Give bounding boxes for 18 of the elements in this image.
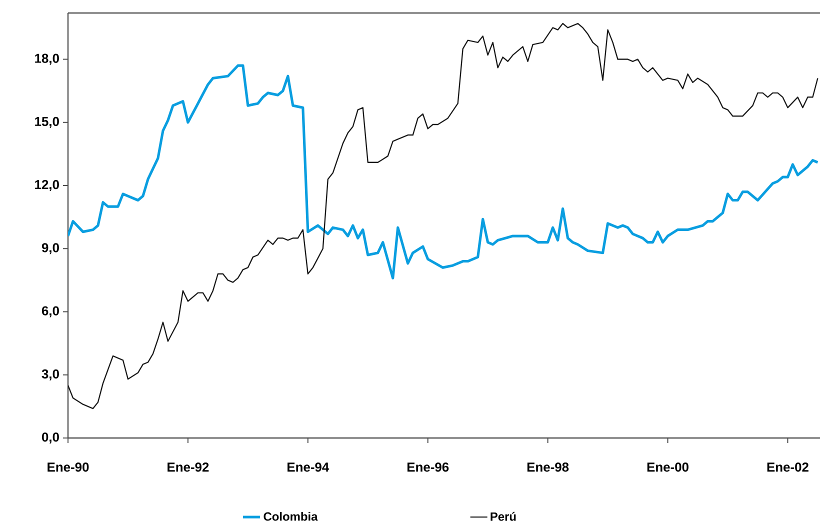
y-tick-label: 18,0 [35, 54, 59, 65]
line-series [68, 22, 818, 410]
x-tick-label: Ene-00 [647, 462, 688, 472]
y-tick-label: 6,0 [42, 306, 59, 318]
y-tick-label: 0,0 [42, 432, 59, 444]
x-tick-label: Ene-02 [767, 462, 808, 472]
y-tick-label: 12,0 [35, 180, 59, 192]
x-tick-label: Ene-98 [527, 462, 569, 472]
legend-label: Perú [490, 512, 516, 521]
x-tick-label: Ene-92 [168, 462, 209, 472]
x-tick-label: Ene-90 [48, 462, 89, 472]
y-tick-label: 3,0 [42, 369, 59, 380]
y-tick-label: 9,0 [42, 243, 59, 254]
x-tick-label: Ene-96 [407, 462, 449, 472]
line-series [68, 64, 819, 280]
x-tick-label: Ene-94 [288, 462, 330, 472]
y-tick-label: 15,0 [35, 116, 59, 128]
legend-label: Colombia [264, 512, 318, 521]
